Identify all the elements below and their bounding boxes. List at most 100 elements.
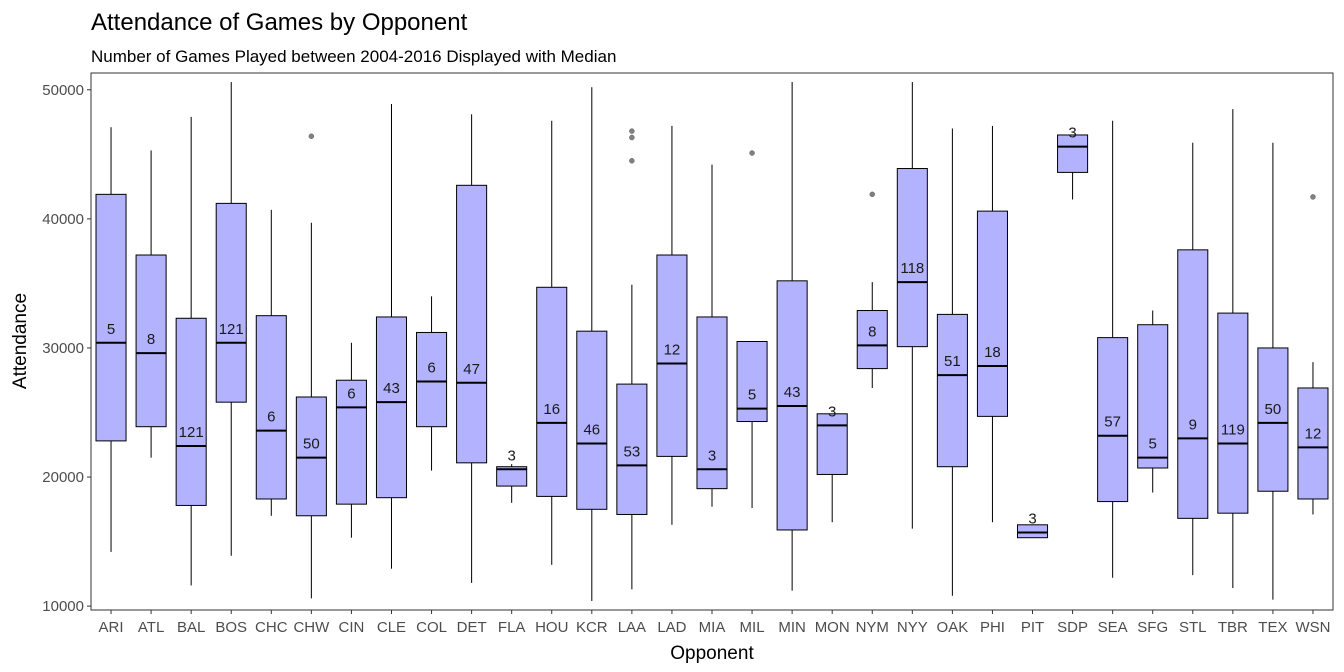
game-count-label: 57 <box>1104 414 1121 431</box>
box-group: 5 <box>1137 310 1169 493</box>
box-iqr <box>816 413 848 475</box>
box-iqr <box>896 168 928 348</box>
y-axis: 10000 20000 30000 40000 50000 <box>42 82 91 615</box>
box-group: 12 <box>1297 194 1329 515</box>
box-iqr <box>856 310 888 370</box>
outlier-point <box>629 134 635 141</box>
box-group: 18 <box>976 125 1008 523</box>
outlier-point <box>869 191 876 198</box>
x-tick-label: KCR <box>576 619 608 636</box>
x-tick-label: PHI <box>980 619 1005 636</box>
x-tick-label: COL <box>416 619 447 636</box>
x-tick-label: NYY <box>897 619 928 636</box>
chart-subtitle: Number of Games Played between 2004-2016… <box>91 47 616 66</box>
game-count-label: 50 <box>303 436 320 453</box>
game-count-label: 43 <box>383 380 400 397</box>
box-group: 121 <box>175 116 207 586</box>
box-iqr <box>456 184 488 464</box>
game-count-label: 3 <box>828 403 836 420</box>
x-tick-label: DET <box>457 619 487 636</box>
box-iqr <box>416 331 448 428</box>
box-iqr <box>976 210 1008 417</box>
outlier-point <box>749 150 755 156</box>
y-tick-label: 40000 <box>42 211 84 228</box>
game-count-label: 118 <box>900 260 924 277</box>
box-iqr <box>135 254 167 428</box>
box-group: 6 <box>416 296 448 471</box>
box-iqr <box>1177 249 1209 519</box>
game-count-label: 9 <box>1189 416 1197 433</box>
x-tick-label: MIL <box>740 619 765 636</box>
box-group: 12 <box>656 125 688 525</box>
box-group: 119 <box>1217 109 1249 589</box>
box-iqr <box>696 316 728 490</box>
box-iqr <box>335 379 367 505</box>
box-group: 50 <box>295 133 327 599</box>
box-iqr <box>375 316 408 499</box>
x-tick-label: CHW <box>293 619 330 636</box>
game-count-label: 5 <box>107 321 115 338</box>
box-group: 57 <box>1097 120 1129 578</box>
x-axis-title: Opponent <box>670 643 754 664</box>
outlier-point <box>629 158 635 164</box>
game-count-label: 18 <box>984 344 1001 361</box>
x-tick-label: MIA <box>699 619 726 636</box>
game-count-label: 6 <box>267 409 275 426</box>
y-tick-label: 30000 <box>42 340 84 357</box>
x-tick-label: WSN <box>1295 619 1330 636</box>
x-tick-label: TBR <box>1218 619 1248 636</box>
game-count-label: 12 <box>1305 425 1322 442</box>
x-tick-label: FLA <box>498 619 526 636</box>
box-group: 43 <box>776 82 808 591</box>
x-axis: ARI ATL BAL BOS CHC CHW CIN CLE COL DET FLA HOU KCR L… <box>99 610 1330 636</box>
box-iqr <box>215 202 247 403</box>
y-tick-label: 50000 <box>42 82 84 99</box>
box-iqr <box>95 193 127 442</box>
outlier-point <box>308 133 315 140</box>
box-group: 118 <box>896 82 928 529</box>
box-iqr <box>1257 347 1289 492</box>
box-iqr <box>1016 524 1049 539</box>
box-iqr <box>656 254 688 457</box>
box-group: 16 <box>536 120 568 565</box>
x-tick-label: BAL <box>177 619 205 636</box>
game-count-label: 43 <box>784 384 801 401</box>
x-tick-label: LAA <box>618 619 646 636</box>
game-count-label: 121 <box>179 424 204 441</box>
x-tick-label: LAD <box>657 619 686 636</box>
box-group: 6 <box>335 342 367 538</box>
box-group: 50 <box>1257 142 1289 600</box>
x-tick-label: CIN <box>338 619 364 636</box>
box-group: 51 <box>936 128 968 596</box>
x-tick-label: SEA <box>1098 619 1128 636</box>
box-group: 121 <box>215 82 247 556</box>
outlier-point <box>1310 194 1316 200</box>
game-count-label: 3 <box>1068 125 1076 142</box>
x-tick-label: HOU <box>535 619 568 636</box>
box-iqr <box>576 330 608 510</box>
x-tick-label: NYM <box>856 619 889 636</box>
box-group: 3 <box>816 403 848 523</box>
game-count-label: 3 <box>1028 511 1036 528</box>
box-group: 43 <box>375 103 408 569</box>
box-group: 9 <box>1177 142 1209 576</box>
box-iqr <box>255 315 287 500</box>
box-iqr <box>1057 134 1089 173</box>
x-tick-label: OAK <box>937 619 969 636</box>
box-group: 6 <box>255 209 287 516</box>
y-axis-title: Attendance <box>10 293 31 389</box>
game-count-label: 3 <box>708 447 716 464</box>
game-count-label: 3 <box>508 447 516 464</box>
box-group: 3 <box>496 447 528 503</box>
x-tick-label: ARI <box>99 619 124 636</box>
x-tick-label: SDP <box>1057 619 1088 636</box>
box-iqr <box>936 313 968 468</box>
x-tick-label: CHC <box>255 619 288 636</box>
game-count-label: 8 <box>147 331 155 348</box>
y-tick-label: 10000 <box>42 598 84 615</box>
x-tick-label: PIT <box>1021 619 1044 636</box>
game-count-label: 5 <box>1149 436 1157 453</box>
box-iqr <box>496 466 528 487</box>
